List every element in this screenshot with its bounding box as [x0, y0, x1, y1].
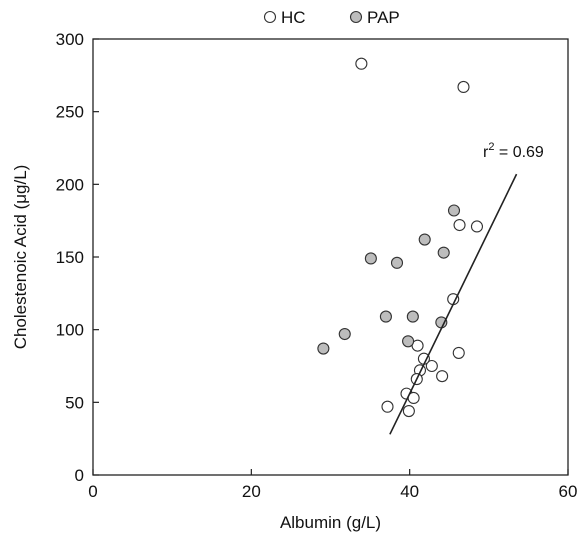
hc-point — [355, 57, 368, 70]
y-tick-label: 50 — [65, 393, 84, 412]
pap-point — [418, 233, 431, 246]
pap-point — [338, 327, 351, 341]
y-tick-label: 250 — [56, 103, 84, 122]
y-tick-label: 200 — [56, 175, 84, 194]
legend-marker-pap — [349, 10, 363, 24]
y-tick-label: 150 — [56, 248, 84, 267]
hc-point — [452, 346, 465, 359]
y-tick-label: 300 — [56, 30, 84, 49]
hc-point — [453, 218, 466, 232]
hc-point — [402, 405, 415, 418]
hc-point — [436, 370, 449, 383]
pap-point — [317, 342, 330, 355]
y-tick-label: 0 — [75, 466, 84, 485]
x-tick-label: 60 — [559, 482, 578, 501]
pap-point — [437, 246, 450, 259]
legend-label-hc: HC — [281, 8, 306, 27]
pap-point — [390, 256, 404, 269]
pap-point — [447, 204, 461, 217]
hc-point — [457, 80, 470, 94]
hc-point — [425, 359, 438, 373]
pap-point — [402, 335, 415, 348]
x-axis-ticks: 0 20 40 60 — [88, 469, 577, 501]
data-points — [317, 57, 484, 418]
pap-point — [406, 310, 419, 323]
pap-point — [364, 252, 377, 265]
annotation-rest: = 0.69 — [494, 144, 543, 161]
annotation-base: r — [483, 144, 489, 161]
legend: HC PAP — [263, 8, 400, 27]
x-axis-title: Albumin (g/L) — [280, 513, 381, 532]
y-tick-label: 100 — [56, 321, 84, 340]
hc-point — [470, 220, 484, 233]
plot-frame — [92, 38, 569, 476]
legend-marker-hc — [263, 10, 277, 24]
legend-label-pap: PAP — [367, 8, 400, 27]
annotation-superscript: 2 — [488, 141, 494, 153]
pap-point — [379, 310, 392, 323]
x-tick-label: 20 — [242, 482, 261, 501]
regression-line — [389, 173, 518, 435]
r-squared-annotation: r2 = 0.69 — [483, 141, 544, 161]
hc-point — [381, 400, 394, 413]
y-axis-title: Cholestenoic Acid (μg/L) — [11, 165, 30, 350]
y-axis-ticks: 0 50 100 150 200 250 300 — [56, 30, 99, 485]
x-tick-label: 40 — [400, 482, 419, 501]
x-tick-label: 0 — [88, 482, 97, 501]
